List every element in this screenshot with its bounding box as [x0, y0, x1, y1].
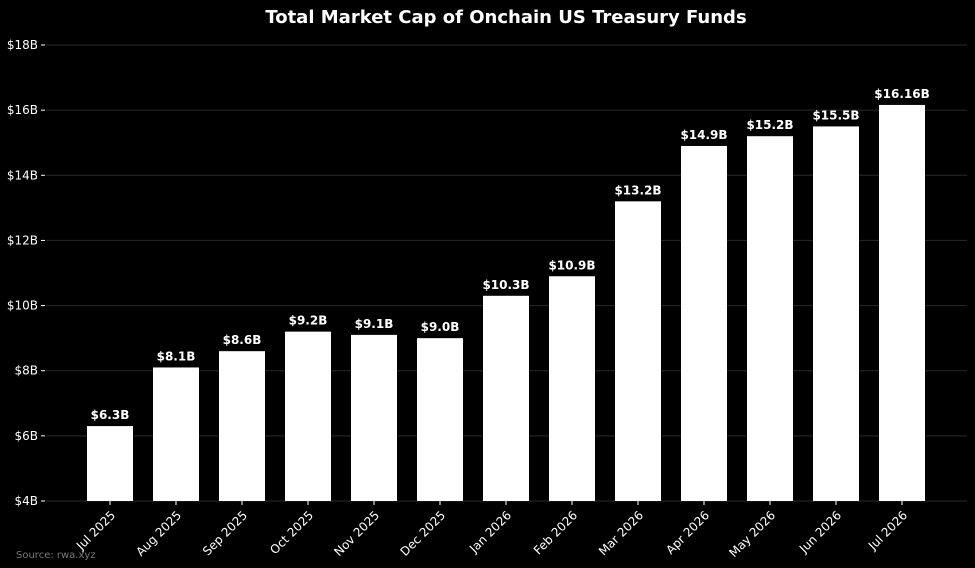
bar: [813, 126, 859, 501]
bar-data-label: $13.2B: [614, 183, 661, 197]
bar-data-label: $6.3B: [91, 408, 130, 422]
y-axis: $4B $6B $8B $10B $12B $14B $16B $18B: [7, 38, 45, 508]
y-tick-label: $6B: [14, 429, 38, 443]
bar-data-label: $16.16B: [874, 87, 929, 101]
bar-data-label: $9.0B: [421, 320, 460, 334]
y-tick-label: $18B: [7, 38, 38, 52]
bar-data-label: $10.3B: [482, 278, 529, 292]
data-labels: $6.3B $8.1B $8.6B $9.2B $9.1B $9.0B $10.3B $10.…: [91, 87, 930, 422]
y-tick-label: $10B: [7, 299, 38, 313]
y-tick-label: $4B: [14, 494, 38, 508]
y-tick-label: $14B: [7, 168, 38, 182]
bar: [351, 334, 397, 501]
bar: [87, 426, 133, 501]
bar-data-label: $10.9B: [548, 258, 595, 272]
bar: [615, 201, 661, 502]
bar: [879, 104, 925, 501]
bar-data-label: $9.1B: [355, 317, 394, 331]
bar-data-label: $15.2B: [746, 118, 793, 132]
bar: [483, 295, 529, 501]
bar: [747, 136, 793, 501]
chart-title: Total Market Cap of Onchain US Treasury …: [265, 7, 746, 28]
y-tick-label: $8B: [14, 364, 38, 378]
bar-data-label: $14.9B: [680, 128, 727, 142]
bar: [219, 351, 265, 501]
y-tick-label: $16B: [7, 103, 38, 117]
bar: [285, 331, 331, 501]
source-note: Source: rwa.xyz: [16, 550, 96, 561]
bar: [549, 276, 595, 501]
bar: [681, 145, 727, 501]
bar-data-label: $9.2B: [289, 314, 328, 328]
y-tick-label: $12B: [7, 233, 38, 247]
bar-data-label: $15.5B: [812, 108, 859, 122]
bar: [417, 338, 463, 501]
bar-data-label: $8.6B: [223, 333, 262, 347]
bar-data-label: $8.1B: [157, 349, 196, 363]
bars: [87, 104, 925, 502]
bar: [153, 367, 199, 501]
